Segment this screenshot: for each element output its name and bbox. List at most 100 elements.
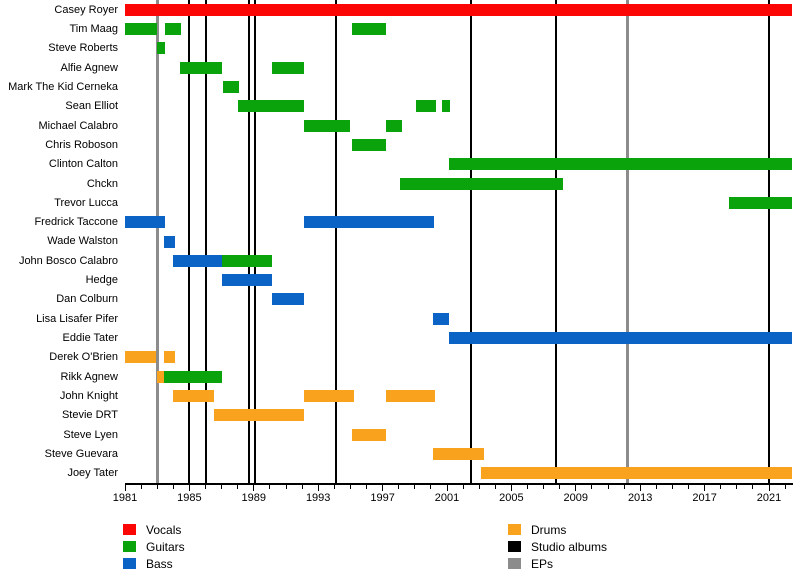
axis-major-tick — [639, 485, 641, 491]
bar-bass — [271, 293, 304, 306]
ep-line — [155, 0, 159, 483]
axis-major-tick — [510, 485, 512, 491]
axis-year-label: 1989 — [241, 492, 267, 504]
bar-drums — [480, 467, 792, 480]
legend-label: Drums — [531, 523, 567, 537]
axis-minor-tick — [349, 485, 351, 489]
member-label: Clinton Calton — [48, 158, 118, 171]
legend-swatch-vocals — [123, 524, 136, 535]
axis-minor-tick — [752, 485, 754, 489]
member-label: Chckn — [86, 177, 118, 190]
axis-major-tick — [382, 485, 384, 491]
bar-guitars — [303, 119, 351, 132]
bar-guitars — [416, 100, 436, 113]
member-label: Steve Roberts — [48, 42, 118, 55]
axis-year-label: 1985 — [177, 492, 202, 504]
member-label: Alfie Agnew — [60, 61, 118, 74]
bar-guitars — [221, 254, 272, 267]
axis-minor-tick — [720, 485, 722, 489]
axis-year-label: 1993 — [305, 492, 331, 504]
bar-guitars — [400, 177, 563, 190]
bar-guitars — [448, 158, 792, 171]
axis-minor-tick — [398, 485, 400, 489]
member-label: Steve Guevara — [44, 448, 118, 461]
member-label: Stevie DRT — [61, 409, 118, 422]
axis-major-tick — [704, 485, 706, 491]
member-label: Mark The Kid Cerneka — [8, 80, 118, 93]
axis-major-tick — [253, 485, 255, 491]
bar-bass — [303, 216, 435, 229]
album-line — [470, 0, 473, 483]
bar-guitars — [163, 370, 222, 383]
bar-drums — [432, 448, 485, 461]
album-line — [334, 0, 337, 483]
axis-minor-tick — [543, 485, 545, 489]
legend-swatch-guitars — [123, 541, 136, 552]
axis-minor-tick — [784, 485, 786, 489]
bar-bass — [163, 235, 175, 248]
axis-minor-tick — [285, 485, 287, 489]
member-label: Rikk Agnew — [60, 370, 118, 383]
bar-guitars — [223, 80, 240, 93]
bar-bass — [432, 312, 449, 325]
axis-major-tick — [575, 485, 577, 491]
bar-drums — [352, 428, 386, 441]
bar-bass — [173, 254, 222, 267]
axis-major-tick — [188, 485, 190, 491]
member-label: Tim Maag — [69, 22, 119, 35]
axis-minor-tick — [527, 485, 528, 489]
legend-swatch-studio-albums — [508, 541, 521, 552]
legend-swatch-drums — [508, 524, 521, 535]
bar-drums — [303, 390, 354, 403]
axis-minor-tick — [237, 485, 239, 489]
axis-year-label: 2009 — [563, 492, 589, 504]
axis-minor-tick — [462, 485, 464, 489]
bar-guitars — [165, 22, 182, 35]
member-label: Joey Tater — [67, 467, 118, 480]
member-label: Eddie Tater — [62, 332, 118, 345]
axis-major-tick — [768, 485, 770, 491]
album-line — [555, 0, 558, 483]
axis-minor-tick — [414, 485, 416, 489]
bar-drums — [157, 370, 164, 383]
axis-minor-tick — [140, 485, 142, 489]
bar-guitars — [237, 100, 304, 113]
album-line — [768, 0, 770, 483]
axis-year-label: 2005 — [499, 492, 524, 504]
axis-minor-tick — [494, 485, 496, 489]
member-label: Trevor Lucca — [54, 196, 118, 209]
legend-label: Guitars — [146, 540, 185, 554]
axis-minor-tick — [478, 485, 480, 489]
axis-major-tick — [124, 485, 126, 491]
axis-minor-tick — [655, 485, 657, 489]
bar-guitars — [125, 22, 158, 35]
axis-minor-tick — [301, 485, 303, 489]
album-line — [188, 0, 191, 483]
member-label: John Knight — [59, 390, 118, 403]
axis-year-label: 2017 — [692, 492, 717, 504]
axis-year-label: 2021 — [756, 492, 782, 504]
legend-swatch-eps — [508, 558, 521, 569]
legend-label: EPs — [531, 557, 554, 571]
axis-minor-tick — [623, 485, 625, 489]
axis-year-label: 2013 — [627, 492, 653, 504]
album-line — [254, 0, 257, 483]
member-label: Sean Elliot — [65, 100, 118, 113]
legend-label: Studio albums — [531, 540, 608, 554]
bar-guitars — [271, 61, 304, 74]
axis-minor-tick — [172, 485, 174, 489]
bar-guitars — [157, 42, 166, 55]
bar-bass — [221, 274, 272, 287]
bar-drums — [385, 390, 435, 403]
album-line — [247, 0, 250, 483]
axis-minor-tick — [221, 485, 223, 489]
member-label: Fredrick Taccone — [34, 216, 118, 229]
axis-major-tick — [317, 485, 319, 491]
axis-minor-tick — [430, 485, 432, 489]
bar-guitars — [179, 61, 222, 74]
axis-year-label: 2001 — [434, 492, 460, 504]
bar-bass — [448, 332, 792, 345]
axis-minor-tick — [205, 485, 206, 489]
member-label: Lisa Lisafer Pifer — [36, 312, 118, 325]
